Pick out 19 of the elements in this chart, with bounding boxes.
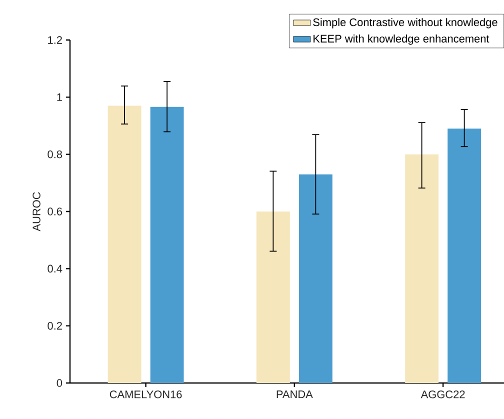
y-tick-label: 0.8 [48,150,62,158]
legend-label: Simple Contrastive without knowledge [313,18,498,28]
bar [108,106,142,383]
bar [405,154,439,383]
bar [298,174,332,383]
y-tick-label: 0.4 [48,264,62,273]
y-tick-label: 1.2 [48,36,62,44]
x-tick-label: PANDA [276,390,313,398]
bar [150,106,184,383]
legend-label: KEEP with knowledge enhancement [314,34,490,45]
y-tick-label: 0.6 [48,208,62,216]
bar [448,128,482,383]
y-tick-label: 0.2 [48,322,62,330]
y-tick-label: 0 [56,379,62,387]
y-axis-title: AUROC [32,192,40,232]
bar [256,211,290,383]
x-tick-label: AGGC22 [420,390,465,398]
y-tick-label: 1 [57,93,62,101]
x-tick-label: CAMELYON16 [110,390,182,398]
